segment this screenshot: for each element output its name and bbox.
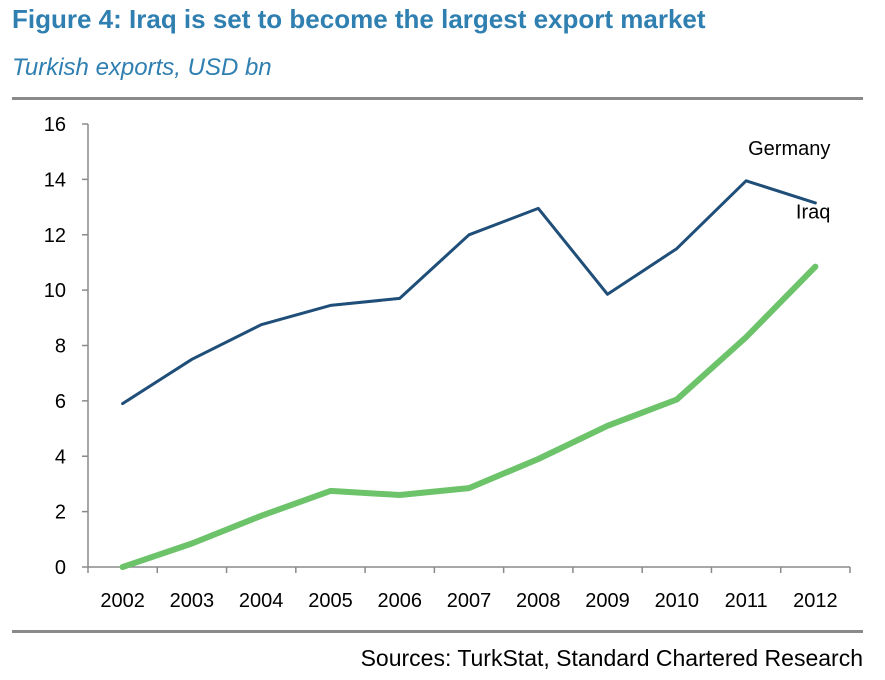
x-tick-label: 2011	[725, 590, 768, 612]
x-tick-label: 2012	[793, 590, 838, 612]
y-tick-label: 10	[44, 280, 66, 302]
series-line-germany	[121, 179, 817, 406]
x-tick-label: 2002	[100, 590, 145, 612]
y-tick-label: 14	[44, 169, 66, 191]
chart-title: Figure 4: Iraq is set to become the larg…	[12, 4, 706, 34]
y-tick-label: 4	[55, 446, 66, 468]
x-tick-label: 2007	[447, 590, 492, 612]
x-tick-label: 2005	[308, 590, 353, 612]
y-tick-label: 8	[55, 336, 66, 358]
series-label-iraq: Iraq	[796, 202, 830, 224]
series-labels: Germany Iraq	[748, 138, 830, 224]
source-note: Sources: TurkStat, Standard Chartered Re…	[360, 645, 863, 671]
y-tick-label: 0	[55, 557, 66, 579]
y-tick-label: 16	[44, 114, 66, 136]
y-tick-label: 12	[44, 225, 66, 247]
y-tick-label: 2	[55, 502, 66, 524]
x-tick-label: 2009	[585, 590, 630, 612]
y-tick-label: 6	[55, 391, 66, 413]
series-line-iraq	[119, 263, 819, 570]
top-divider	[12, 97, 863, 100]
chart-subtitle: Turkish exports, USD bn	[12, 54, 272, 81]
chart-axes: 0 2 4 6 8 10 12 14 16 2002 2003 2004 2005 2006 2007 200…	[44, 114, 851, 612]
x-tick-label: 2010	[655, 590, 700, 612]
bottom-divider	[12, 630, 863, 633]
x-tick-label: 2006	[377, 590, 422, 612]
series-label-germany: Germany	[748, 138, 830, 160]
x-tick-label: 2008	[516, 590, 561, 612]
x-tick-label: 2003	[170, 590, 215, 612]
series-layer	[119, 179, 819, 570]
x-tick-label: 2004	[239, 590, 284, 612]
